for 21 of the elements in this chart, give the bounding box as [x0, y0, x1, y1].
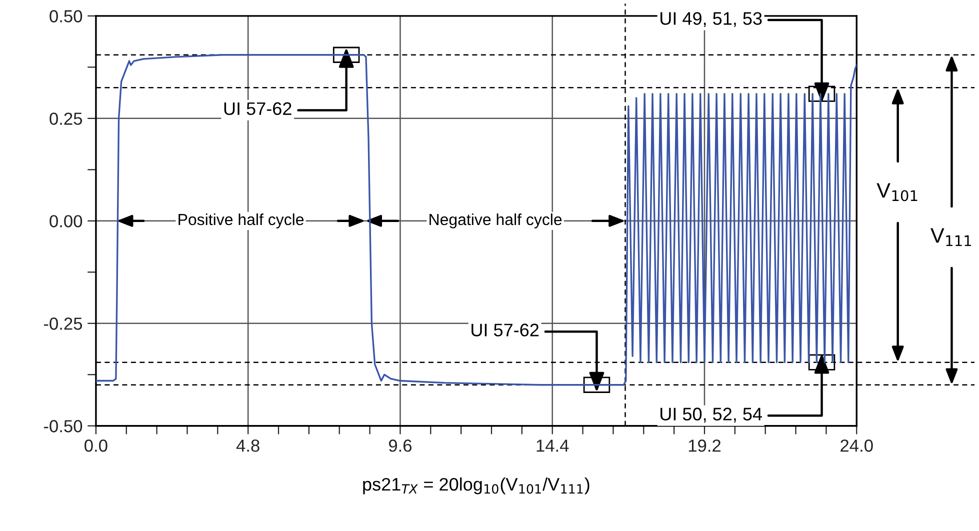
y-tick-label: 0.25: [50, 112, 82, 125]
x-tick-label: 19.2: [688, 440, 721, 452]
annotation: UI 50, 52, 54: [660, 408, 762, 423]
y-tick-label: -0.50: [44, 420, 82, 432]
annotation: UI 49, 51, 53: [660, 12, 762, 28]
x-tick-label: 9.6: [388, 440, 412, 452]
annotation: UI 57-62: [224, 102, 292, 116]
y-tick-label: -0.25: [44, 318, 82, 330]
text: V$_{101}$: [876, 183, 918, 202]
text: V$_{111}$: [930, 228, 972, 246]
annotation: Positive half cycle: [178, 213, 304, 228]
x-tick-label: 0.0: [84, 440, 108, 452]
text: ps21$_{TX}$ = 20log$_{10}$(V$_{101}$/V$_{111}$): [363, 477, 590, 494]
x-tick-label: 4.8: [236, 440, 260, 452]
annotation: UI 57-62: [472, 324, 539, 336]
x-tick-label: 24.0: [840, 440, 873, 452]
annotation: Negative half cycle: [430, 213, 562, 228]
y-tick-label: 0.50: [50, 10, 82, 22]
line-series: [96, 54, 857, 386]
y-tick-label: 0.00: [50, 215, 82, 228]
x-tick-label: 14.4: [536, 440, 569, 452]
